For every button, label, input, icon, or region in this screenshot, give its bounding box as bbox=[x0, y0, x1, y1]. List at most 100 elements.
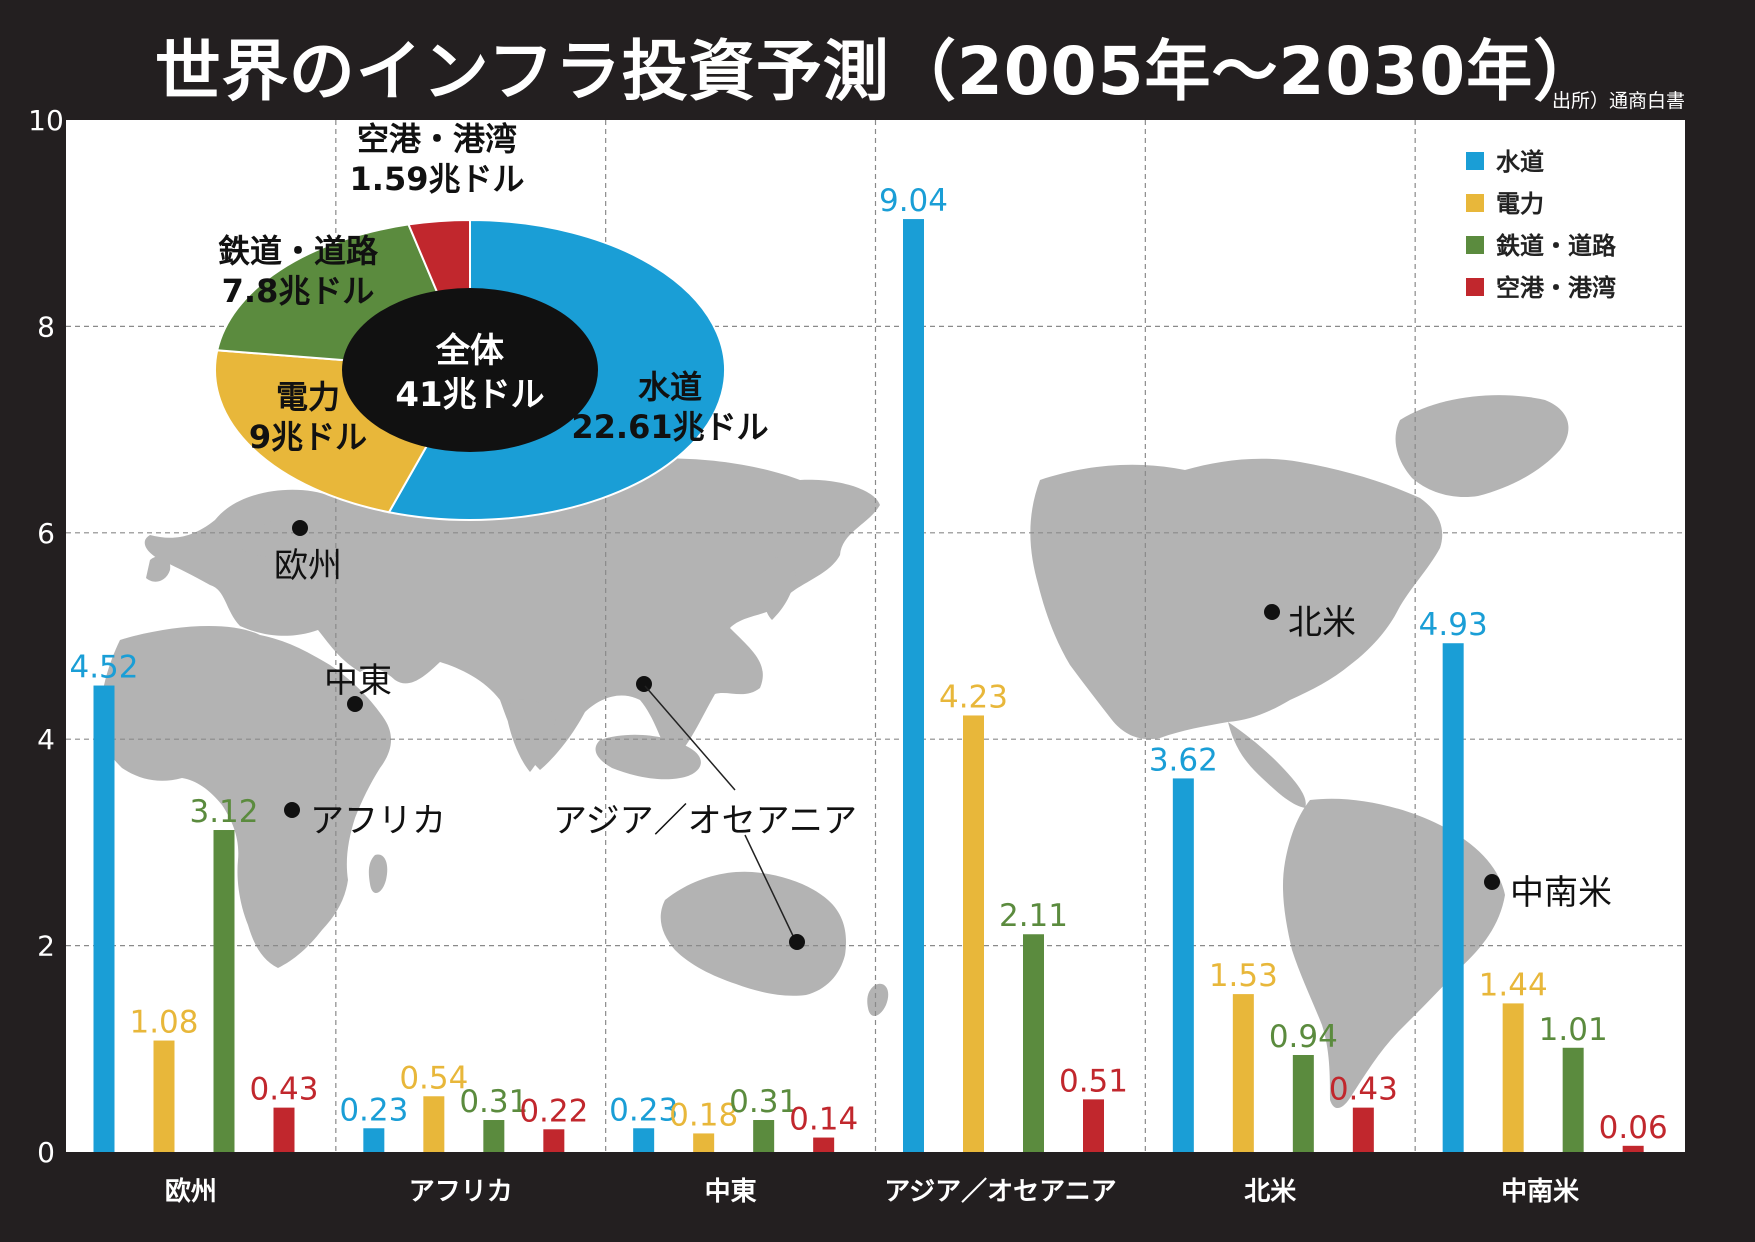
nz-shape bbox=[867, 983, 889, 1016]
bar bbox=[753, 1120, 775, 1152]
bar bbox=[1562, 1047, 1584, 1152]
bar bbox=[633, 1128, 655, 1152]
pie-center-label: 全体 bbox=[435, 331, 504, 371]
bar-value-label: 0.31 bbox=[459, 1084, 528, 1120]
legend-label: 空港・港湾 bbox=[1496, 274, 1616, 302]
legend-label: 電力 bbox=[1496, 190, 1544, 218]
bar-value-label: 3.62 bbox=[1149, 742, 1218, 778]
pointer-line bbox=[744, 834, 796, 941]
bar-value-label: 2.11 bbox=[999, 898, 1068, 934]
uk-shape bbox=[146, 555, 171, 582]
x-category-label: アジア／オセアニア bbox=[884, 1177, 1116, 1207]
bar-value-label: 0.14 bbox=[789, 1102, 858, 1138]
bar bbox=[1622, 1145, 1644, 1152]
legend-label: 水道 bbox=[1496, 148, 1544, 176]
bar bbox=[1352, 1107, 1374, 1152]
pie-slice-label: 水道 bbox=[638, 368, 702, 406]
bar-value-label: 1.53 bbox=[1209, 958, 1278, 994]
map-marker-label: 中南米 bbox=[1510, 873, 1612, 913]
scandinavia-shape bbox=[240, 518, 295, 560]
bar bbox=[423, 1096, 445, 1152]
x-category-label: 欧州 bbox=[165, 1176, 217, 1207]
bar bbox=[1292, 1054, 1314, 1152]
bar-value-label: 0.31 bbox=[729, 1084, 798, 1120]
bar bbox=[1502, 1003, 1524, 1152]
bar-value-label: 0.22 bbox=[519, 1093, 588, 1129]
bar bbox=[483, 1120, 505, 1152]
bar-value-label: 0.43 bbox=[249, 1072, 318, 1108]
bar bbox=[213, 830, 235, 1152]
y-tick-label: 8 bbox=[37, 310, 55, 343]
world-map bbox=[99, 395, 1569, 1109]
pie-slice-label: 鉄道・道路 bbox=[218, 232, 379, 270]
bar bbox=[363, 1128, 385, 1152]
bar-value-label: 0.18 bbox=[669, 1097, 738, 1133]
bar bbox=[273, 1107, 295, 1152]
bar bbox=[1172, 778, 1194, 1152]
bar-value-label: 1.01 bbox=[1539, 1012, 1608, 1048]
bar-value-label: 4.93 bbox=[1419, 607, 1488, 643]
pie-slice-value: 1.59兆ドル bbox=[350, 160, 525, 198]
bar-value-label: 0.23 bbox=[339, 1092, 408, 1128]
legend-label: 鉄道・道路 bbox=[1496, 232, 1617, 260]
y-tick-label: 6 bbox=[37, 517, 55, 550]
bar-value-label: 0.06 bbox=[1599, 1110, 1668, 1146]
bar bbox=[153, 1040, 175, 1152]
japan-shape bbox=[763, 556, 796, 620]
se-asia-shape bbox=[595, 734, 701, 780]
map-marker-dot bbox=[347, 696, 363, 712]
bar-value-label: 3.12 bbox=[189, 794, 258, 830]
x-category-label: 中東 bbox=[705, 1177, 757, 1207]
north-america-shape bbox=[1030, 458, 1443, 740]
bar-value-label: 9.04 bbox=[879, 183, 948, 219]
bar-value-label: 0.43 bbox=[1329, 1072, 1398, 1108]
page-title: 世界のインフラ投資予測（2005年～2030年） bbox=[154, 33, 1601, 110]
bar bbox=[93, 685, 115, 1152]
pointer-line bbox=[644, 685, 736, 791]
bar-value-label: 1.44 bbox=[1479, 967, 1548, 1003]
bar-value-label: 0.51 bbox=[1059, 1063, 1128, 1099]
bar-value-label: 4.23 bbox=[939, 679, 1008, 715]
bar-value-label: 0.94 bbox=[1269, 1019, 1338, 1055]
central-america-shape bbox=[1228, 722, 1306, 808]
y-tick-label: 2 bbox=[37, 930, 55, 963]
pie-center-hole bbox=[342, 288, 598, 452]
map-marker-label: 欧州 bbox=[274, 546, 342, 586]
x-category-label: 中南米 bbox=[1501, 1177, 1579, 1207]
legend-swatch bbox=[1466, 278, 1484, 296]
map-marker-label: アジア／オセアニア bbox=[553, 801, 857, 841]
x-category-label: アフリカ bbox=[409, 1177, 513, 1207]
india-shape bbox=[507, 699, 556, 772]
pie-slice-value: 7.8兆ドル bbox=[222, 272, 375, 310]
map-marker-dot bbox=[284, 802, 300, 818]
madagascar-shape bbox=[368, 854, 388, 894]
bar bbox=[963, 715, 984, 1152]
legend-swatch bbox=[1466, 194, 1484, 212]
bar bbox=[813, 1137, 835, 1152]
pie-slice-value: 22.61兆ドル bbox=[571, 408, 768, 446]
bar-value-label: 0.23 bbox=[609, 1092, 678, 1128]
eurasia-shape bbox=[144, 458, 881, 770]
legend-swatch bbox=[1466, 236, 1484, 254]
source-note: 出所）通商白書 bbox=[1551, 90, 1685, 112]
y-tick-label: 0 bbox=[37, 1136, 55, 1169]
greenland-shape bbox=[1395, 395, 1569, 498]
x-category-label: 北米 bbox=[1244, 1177, 1296, 1207]
bar bbox=[543, 1129, 565, 1152]
pie-slice-value: 9兆ドル bbox=[249, 418, 367, 456]
pie-slice-label: 電力 bbox=[276, 378, 340, 416]
map-marker-label: 北米 bbox=[1288, 603, 1356, 643]
bar-value-label: 1.08 bbox=[129, 1005, 198, 1041]
map-marker-dot bbox=[1264, 604, 1280, 620]
bar bbox=[903, 219, 924, 1152]
map-marker-label: 中東 bbox=[324, 661, 392, 701]
map-marker-label: アフリカ bbox=[310, 801, 446, 841]
pie-center-value: 41兆ドル bbox=[395, 375, 544, 415]
bar-value-label: 4.52 bbox=[69, 650, 138, 686]
bars: 4.52 0.23 0.23 9.04 3.62 4.93 1.08 0.54 0.18 4.23… bbox=[69, 183, 1668, 1152]
